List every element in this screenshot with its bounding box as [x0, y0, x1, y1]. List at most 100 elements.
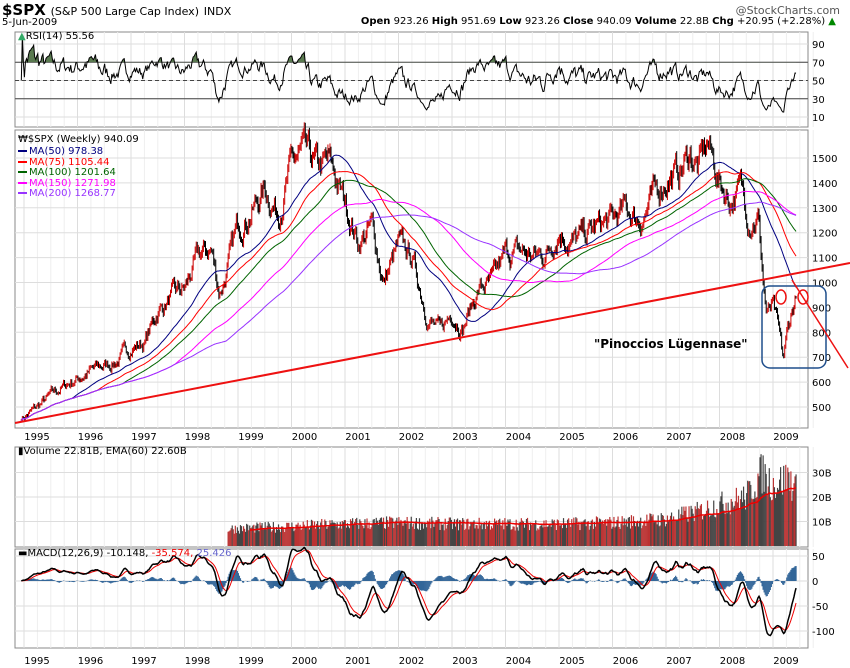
legend-swatch	[18, 181, 27, 184]
y-tick-label: 50	[812, 77, 825, 88]
legend-swatch	[18, 171, 27, 173]
ma-200-line	[20, 201, 797, 421]
y-tick-label: 500	[812, 403, 831, 414]
exchange: INDX	[203, 5, 232, 18]
close-label: Close	[563, 16, 594, 27]
x-tick-label: 2005	[559, 432, 584, 443]
quote-date: 5-Jun-2009	[2, 17, 58, 28]
x-tick-label: 1995	[24, 432, 49, 443]
legend-swatch	[18, 192, 27, 194]
legend-label: MA(50) 978.38	[29, 146, 104, 157]
x-tick-label: 1996	[78, 432, 103, 443]
macd-label: ▬MACD(12,26,9) -10.148, -35.574, 25.426	[18, 548, 232, 559]
legend-item: MA(200) 1268.77	[18, 188, 116, 199]
x-tick-label: 2002	[399, 432, 424, 443]
x-tick-label: 2001	[345, 656, 370, 667]
circle-marker	[775, 289, 787, 305]
x-tick-label: 2004	[506, 432, 531, 443]
highlight-box	[761, 285, 827, 369]
x-tick-label: 2008	[720, 656, 745, 667]
chg-value: +20.95 (+2.28%)	[736, 16, 826, 27]
y-tick-label: 10B	[812, 518, 832, 529]
y-tick-label: 1400	[812, 179, 837, 190]
ma-100-line	[20, 178, 797, 421]
symbol: $SPX	[2, 1, 46, 19]
high-value: 951.69	[461, 16, 497, 27]
y-tick-label: 1500	[812, 154, 837, 165]
legend-swatch	[18, 150, 27, 152]
index-name: (S&P 500 Large Cap Index)	[50, 5, 199, 18]
chg-label: Chg	[712, 16, 734, 27]
x-tick-label: 2009	[773, 656, 798, 667]
x-tick-label: 2006	[613, 656, 638, 667]
y-tick-label: -100	[812, 627, 835, 638]
legend-item: MA(150) 1271.98	[18, 178, 116, 189]
volume-value: 22.8B	[679, 16, 709, 27]
ma-50-line	[20, 154, 797, 421]
volume-label: ▮Volume 22.81B, EMA(60) 22.60B	[18, 446, 187, 457]
x-tick-label: 2003	[452, 656, 477, 667]
y-tick-label: 0	[812, 577, 818, 588]
y-tick-label: 10	[812, 113, 825, 124]
x-tick-label: 2008	[720, 432, 745, 443]
macd-line-icon: ▬	[18, 548, 28, 559]
y-tick-label: 70	[812, 58, 825, 69]
y-tick-label: 700	[812, 353, 831, 364]
legend-label: MA(100) 1201.64	[29, 167, 116, 178]
pinocchio-annotation: "Pinoccios Lügennase"	[594, 337, 748, 351]
rsi-icon: ▲	[18, 31, 26, 42]
x-tick-label: 2004	[506, 656, 531, 667]
x-tick-label: 1996	[78, 656, 103, 667]
x-tick-label: 2006	[613, 432, 638, 443]
y-tick-label: 1200	[812, 229, 837, 240]
legend-label: MA(200) 1268.77	[29, 188, 116, 199]
x-tick-label: 2005	[559, 656, 584, 667]
legend-item: MA(50) 978.38	[18, 146, 103, 157]
price-label-text: $SPX (Weekly) 940.09	[27, 134, 139, 145]
y-tick-label: 20B	[812, 493, 832, 504]
x-tick-label: 2003	[452, 432, 477, 443]
y-tick-label: 900	[812, 303, 831, 314]
projection-line	[791, 279, 849, 369]
rsi-label-text: RSI(14) 55.56	[25, 31, 95, 42]
brand-logo: @StockCharts.com	[735, 4, 840, 17]
volume-icon: ▮	[18, 446, 24, 457]
rsi-label: ▲RSI(14) 55.56	[18, 31, 94, 42]
high-label: High	[431, 16, 458, 27]
legend-label: MA(75) 1105.44	[29, 156, 110, 168]
y-tick-label: 1300	[812, 204, 837, 215]
legend-label: MA(150) 1271.98	[29, 177, 116, 189]
rsi-line	[20, 34, 797, 113]
x-tick-label: 1997	[131, 656, 156, 667]
y-tick-label: 50	[812, 552, 825, 563]
circle-marker	[797, 289, 809, 305]
y-tick-label: -50	[812, 602, 828, 613]
price-bars	[20, 122, 797, 423]
x-tick-label: 2007	[666, 432, 691, 443]
x-tick-label: 2007	[666, 656, 691, 667]
volume-label: Volume	[634, 16, 677, 27]
quote-summary: Open 923.26 High 951.69 Low 923.26 Close…	[361, 16, 836, 27]
macd-value: -10.148,	[106, 548, 149, 559]
y-tick-label: 800	[812, 328, 831, 339]
macd-signal-value: -35.574,	[151, 548, 194, 559]
macd-line	[20, 546, 797, 637]
volume-label-text: Volume 22.81B, EMA(60) 22.60B	[23, 446, 187, 457]
x-tick-label: 1995	[24, 656, 49, 667]
legend-item: MA(75) 1105.44	[18, 157, 110, 168]
x-tick-label: 2002	[399, 656, 424, 667]
close-value: 940.09	[596, 16, 632, 27]
y-tick-label: 30B	[812, 469, 832, 480]
x-tick-label: 2009	[773, 432, 798, 443]
volume-ema-line	[249, 486, 797, 531]
low-value: 923.26	[524, 16, 560, 27]
ma-75-line	[20, 171, 797, 421]
x-tick-label: 2000	[292, 432, 317, 443]
y-tick-label: 600	[812, 378, 831, 389]
x-tick-label: 1997	[131, 432, 156, 443]
x-tick-label: 2001	[345, 432, 370, 443]
y-tick-label: 1100	[812, 254, 837, 265]
low-label: Low	[499, 16, 522, 27]
